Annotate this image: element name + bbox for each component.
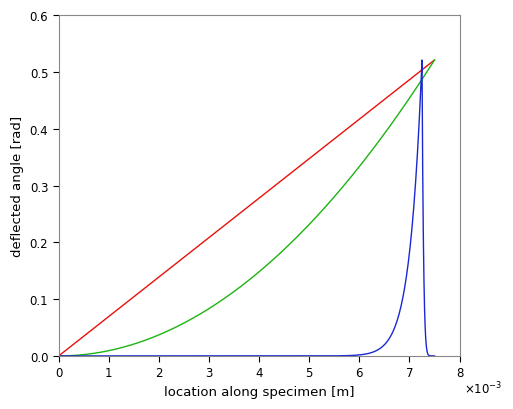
Y-axis label: deflected angle [rad]: deflected angle [rad] (11, 116, 24, 256)
X-axis label: location along specimen [m]: location along specimen [m] (164, 385, 354, 398)
Text: $\times10^{-3}$: $\times10^{-3}$ (464, 380, 502, 396)
